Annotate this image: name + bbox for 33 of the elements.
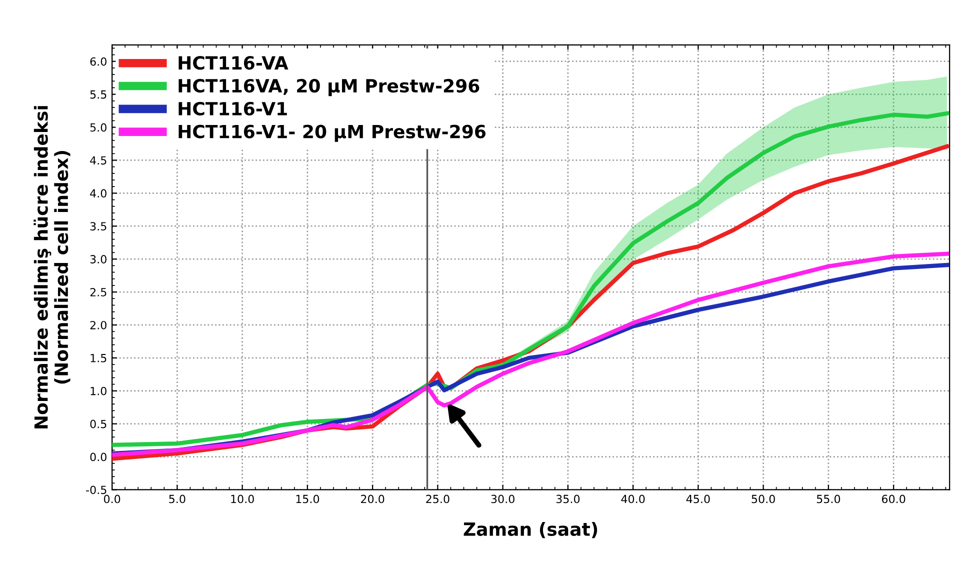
x-tick-label: 40.0 bbox=[621, 494, 645, 504]
x-axis-title: Zaman (saat) bbox=[464, 522, 598, 538]
x-tick-label: 25.0 bbox=[426, 494, 450, 504]
y-tick-label: 1.0 bbox=[90, 386, 106, 396]
y-tick-label: 2.0 bbox=[90, 320, 106, 330]
x-tick-label: 30.0 bbox=[491, 494, 514, 504]
y-tick-label: 5.0 bbox=[90, 123, 106, 132]
y-tick-label: 3.0 bbox=[90, 255, 106, 264]
x-tick-label: 0.0 bbox=[104, 494, 120, 504]
x-tick-label: 20.0 bbox=[361, 494, 384, 504]
x-tick-label: 35.0 bbox=[556, 494, 580, 504]
legend-label: HCT116VA, 20 µM Prestw-296 bbox=[178, 78, 480, 96]
legend-label: HCT116-V1- 20 µM Prestw-296 bbox=[178, 124, 486, 142]
y-tick-label: 0.0 bbox=[90, 452, 106, 462]
y-tick-label: 4.5 bbox=[90, 156, 106, 165]
y-axis-title: Normalize edilmiş hücre indeksi (Normalized cell index) bbox=[34, 106, 70, 428]
y-tick-label: 1.5 bbox=[90, 354, 106, 362]
y-tick-label: 5.5 bbox=[90, 90, 106, 99]
y-tick-label: 0.5 bbox=[90, 420, 106, 428]
x-tick-label: 10.0 bbox=[231, 494, 254, 504]
x-tick-label: 55.0 bbox=[816, 494, 840, 504]
y-tick-label: 6.0 bbox=[90, 57, 106, 66]
x-tick-label: 15.0 bbox=[296, 494, 320, 504]
x-tick-label: 50.0 bbox=[752, 494, 775, 504]
y-tick-label: 4.0 bbox=[90, 189, 106, 198]
legend-label: HCT116-VA bbox=[178, 56, 288, 70]
y-tick-label: 2.5 bbox=[90, 288, 106, 296]
x-tick-label: 60.0 bbox=[882, 494, 906, 504]
x-tick-label: 5.0 bbox=[169, 494, 186, 504]
y-tick-label: -0.5 bbox=[86, 486, 106, 494]
x-tick-label: 45.0 bbox=[686, 494, 710, 504]
y-tick-label: 3.5 bbox=[90, 222, 106, 230]
legend-label: HCT116-V1 bbox=[178, 102, 287, 116]
